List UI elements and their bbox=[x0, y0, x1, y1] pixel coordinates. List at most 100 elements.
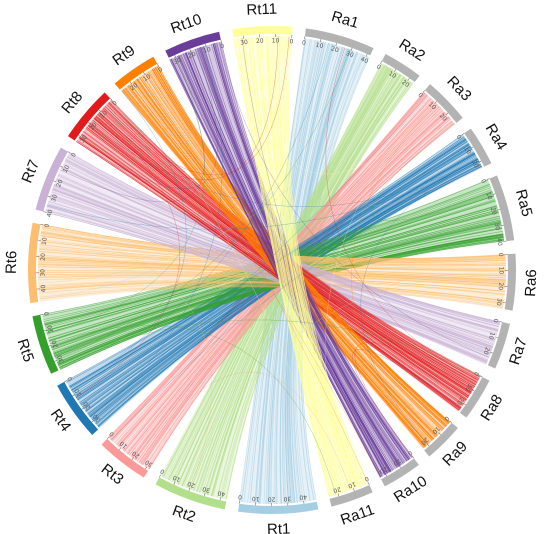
tick-mark bbox=[203, 493, 206, 497]
link-line bbox=[180, 54, 389, 474]
tick-label: 40 bbox=[299, 493, 308, 501]
link-line bbox=[284, 36, 364, 486]
tick-label: 0 bbox=[159, 467, 166, 475]
tick-label: 20 bbox=[489, 207, 498, 216]
cross-link-line bbox=[324, 100, 434, 491]
link-line bbox=[48, 200, 490, 358]
link-line bbox=[45, 210, 488, 363]
tick-mark bbox=[109, 98, 113, 101]
tick-label: 10 bbox=[347, 480, 357, 489]
ideogram-rt3 bbox=[101, 438, 149, 478]
cross-link-line bbox=[325, 47, 479, 382]
ideogram-rt11 bbox=[232, 26, 293, 38]
tick-mark bbox=[43, 211, 47, 213]
tick-label: 0 bbox=[442, 415, 450, 423]
tick-mark bbox=[385, 473, 388, 477]
tick-label: 0 bbox=[301, 39, 306, 46]
tick-label: 0 bbox=[44, 223, 52, 228]
tick-label: 0 bbox=[108, 430, 116, 438]
tick-label: 10 bbox=[99, 109, 109, 119]
link-line bbox=[288, 36, 369, 484]
chromosome-label-ra2: Ra2 bbox=[396, 36, 428, 65]
tick-label: 10 bbox=[41, 237, 49, 246]
link-line bbox=[79, 136, 462, 409]
cross-link-line bbox=[89, 122, 479, 207]
cross-link-line bbox=[135, 371, 351, 491]
tick-label: 10 bbox=[497, 267, 504, 275]
tick-mark bbox=[319, 39, 322, 43]
ideogram-ra5 bbox=[489, 175, 515, 242]
link-line bbox=[279, 36, 360, 488]
cross-link-line bbox=[284, 43, 332, 504]
link-line bbox=[47, 205, 488, 363]
tick-label: 0 bbox=[111, 99, 119, 107]
tick-mark bbox=[495, 336, 499, 339]
tick-label: 30 bbox=[39, 269, 46, 277]
cross-link-line bbox=[49, 325, 336, 496]
tick-mark bbox=[489, 351, 493, 354]
tick-mark bbox=[367, 482, 370, 486]
tick-label: 0 bbox=[472, 370, 480, 377]
chromosome-ra5: 0 10 20 30 40 Ra5 bbox=[479, 175, 536, 247]
chromosome-label-rt8: Rt8 bbox=[58, 88, 86, 117]
link-line bbox=[47, 203, 490, 359]
tick-label: 40 bbox=[495, 238, 503, 247]
link-line bbox=[173, 57, 383, 477]
cross-link-line bbox=[56, 49, 351, 361]
tick-mark bbox=[64, 380, 68, 383]
tick-label: 0 bbox=[497, 253, 504, 257]
tick-label: 0 bbox=[406, 449, 413, 457]
tick-mark bbox=[87, 121, 91, 125]
tick-label: 10 bbox=[462, 145, 472, 155]
cross-link-line bbox=[123, 88, 332, 497]
tick-label: 30 bbox=[495, 298, 503, 307]
tick-mark bbox=[173, 481, 176, 485]
tick-mark bbox=[219, 497, 221, 501]
tick-label: 10 bbox=[46, 324, 55, 333]
tick-label: 20 bbox=[131, 449, 141, 459]
tick-label: 20 bbox=[88, 121, 98, 131]
link-line bbox=[274, 36, 359, 488]
tick-label: 0 bbox=[491, 318, 499, 323]
chromosome-label-rt11: Rt11 bbox=[246, 1, 277, 19]
link-line bbox=[121, 90, 425, 448]
tick-mark bbox=[470, 146, 474, 149]
tick-label: 10 bbox=[252, 495, 260, 503]
tick-mark bbox=[438, 432, 442, 436]
chromosome-label-rt10: Rt10 bbox=[168, 11, 204, 37]
tick-mark bbox=[479, 375, 483, 378]
chromosome-label-ra11: Ra11 bbox=[338, 501, 376, 529]
tick-mark bbox=[129, 81, 133, 85]
link-line bbox=[245, 37, 338, 495]
cross-link-line bbox=[189, 275, 506, 489]
chromosome-rt5: 0 10 20 30 Rt5 bbox=[14, 311, 66, 374]
tick-mark bbox=[492, 193, 496, 196]
tick-mark bbox=[478, 160, 482, 163]
link-line bbox=[78, 137, 461, 410]
cross-link-line bbox=[219, 41, 490, 358]
tick-label: 0 bbox=[157, 66, 164, 74]
chromosome-rt1: 0 10 20 30 40 Rt1 bbox=[238, 493, 319, 534]
chromosome-label-rt5: Rt5 bbox=[14, 337, 37, 364]
link-line bbox=[48, 201, 491, 356]
tick-mark bbox=[106, 436, 110, 440]
link-line bbox=[237, 38, 332, 497]
tick-mark bbox=[434, 100, 438, 104]
tick-label: 0 bbox=[238, 493, 243, 500]
tick-mark bbox=[78, 134, 81, 138]
chromosome-label-ra7: Ra7 bbox=[506, 336, 531, 367]
ideogram-rt5 bbox=[32, 314, 59, 374]
cross-link-line bbox=[41, 228, 212, 490]
cross-link-line bbox=[72, 90, 187, 393]
link-line bbox=[267, 36, 353, 491]
tick-mark bbox=[353, 488, 355, 492]
ideogram-rt6 bbox=[27, 222, 41, 304]
tick-label: 20 bbox=[82, 400, 92, 410]
tick-label: 30 bbox=[56, 354, 65, 364]
chromosome-label-rt9: Rt9 bbox=[110, 42, 139, 69]
link-line bbox=[38, 281, 504, 302]
link-line bbox=[212, 43, 409, 461]
link-line bbox=[76, 141, 460, 411]
tick-label: 20 bbox=[187, 51, 197, 60]
cross-link-line bbox=[248, 37, 441, 175]
